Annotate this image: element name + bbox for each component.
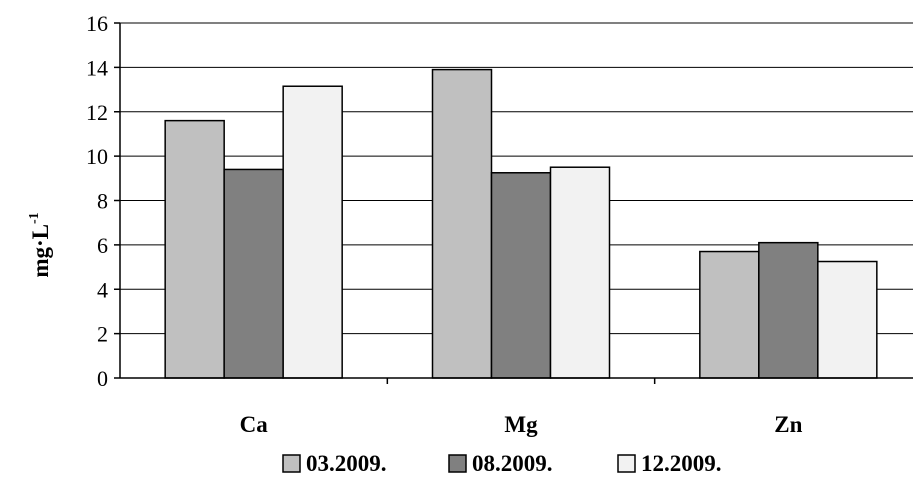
y-tick-label: 4 <box>97 277 108 302</box>
legend-label: 08.2009. <box>472 451 553 476</box>
y-tick-label: 6 <box>97 233 108 258</box>
y-tick-label: 8 <box>97 189 108 214</box>
bars <box>164 68 878 379</box>
y-tick-labels: 0 2 4 6 8 10 12 14 16 <box>86 11 108 391</box>
bar-zn-series-3 <box>817 260 878 379</box>
y-axis-label: mg·L-1 <box>27 212 53 277</box>
bar-mg-series-2 <box>490 172 552 379</box>
x-category-label: Ca <box>240 412 269 437</box>
y-tick-label: 2 <box>97 322 108 347</box>
ylabel-text: mg·L <box>28 224 53 278</box>
bar-ca-series-3 <box>282 85 343 379</box>
axes <box>114 22 913 384</box>
bar-zn-series-2 <box>758 241 819 379</box>
y-tick-label: 14 <box>86 55 108 80</box>
y-tick-label: 10 <box>86 144 108 169</box>
legend-swatch <box>617 454 636 473</box>
legend-swatch <box>448 454 467 473</box>
bar-mg-series-1 <box>431 68 493 379</box>
svg-text:mg·L-1: mg·L-1 <box>27 212 53 277</box>
bar-mg-series-3 <box>549 166 611 379</box>
legend: 03.2009. 08.2009. 12.2009. <box>282 451 722 476</box>
y-tick-label: 12 <box>86 100 108 125</box>
bar-ca-series-2 <box>223 168 284 379</box>
y-tick-label: 16 <box>86 11 108 36</box>
x-category-label: Mg <box>504 412 538 437</box>
ylabel-superscript: -1 <box>27 212 42 224</box>
legend-swatch <box>282 454 301 473</box>
x-category-label: Zn <box>774 412 802 437</box>
y-tick-label: 0 <box>97 366 108 391</box>
x-tick-labels: Ca Mg Zn <box>240 412 803 437</box>
legend-label: 12.2009. <box>641 451 722 476</box>
bar-ca-series-1 <box>164 119 225 379</box>
bar-zn-series-1 <box>699 250 760 379</box>
legend-label: 03.2009. <box>306 451 387 476</box>
